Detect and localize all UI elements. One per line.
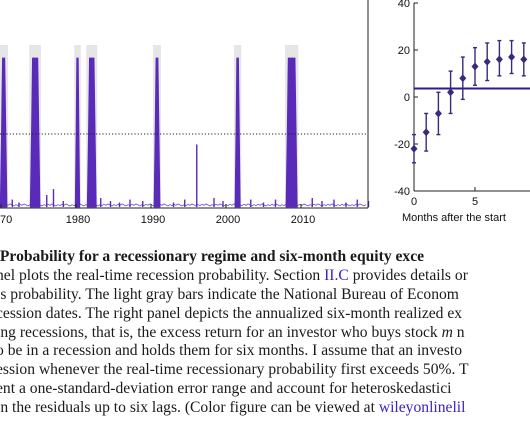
right-y-tick-label: -40 bbox=[394, 186, 410, 198]
figure-caption: Probability for a recessionary regime an… bbox=[0, 248, 530, 418]
caption-line-1: Probability for a recessionary regime an… bbox=[0, 248, 530, 267]
excess-return-point bbox=[520, 55, 528, 64]
right-x-tick-label: 5 bbox=[472, 196, 478, 208]
excess-return-point bbox=[410, 144, 418, 153]
right-x-axis-label: Months after the start bbox=[402, 212, 506, 224]
wiley-link[interactable]: wileyonlinelil bbox=[378, 399, 466, 417]
section-link[interactable]: II.C bbox=[324, 266, 349, 284]
left-x-tick-label: 2000 bbox=[216, 214, 240, 226]
caption-title: Probability for a recessionary regime an… bbox=[0, 248, 425, 265]
probability-episode bbox=[86, 57, 97, 208]
left-x-tick-label: 70 bbox=[0, 214, 12, 226]
caption-line-9: in the residuals up to six lags. (Color … bbox=[0, 399, 466, 417]
right-y-tick-label: 0 bbox=[404, 92, 410, 104]
probability-baseline bbox=[0, 203, 367, 207]
left-x-tick-label: 2010 bbox=[291, 214, 315, 226]
right-x-ticks: 051 bbox=[411, 187, 478, 208]
right-y-tick-label: -20 bbox=[394, 139, 410, 151]
excess-return-point bbox=[483, 57, 491, 66]
probability-episode bbox=[153, 57, 161, 208]
caption-line-4: cession dates. The right panel depicts t… bbox=[0, 304, 463, 322]
caption-line-6: o be in a recession and holds them for s… bbox=[0, 342, 462, 360]
excess-return-point bbox=[447, 88, 455, 97]
excess-return-point bbox=[495, 55, 503, 64]
excess-return-point bbox=[434, 109, 442, 118]
left-x-ticks: 70 1980 1990 2000 2010 bbox=[0, 204, 315, 226]
right-y-ticks: 40 20 0 -20 -40 bbox=[394, 0, 418, 198]
probability-episode bbox=[29, 57, 41, 208]
caption-line-7: ession whenever the real-time recessiona… bbox=[0, 361, 469, 379]
probability-series bbox=[0, 57, 370, 208]
caption-line-3: is probability. The light gray bars indi… bbox=[0, 285, 459, 303]
probability-episode bbox=[0, 57, 8, 208]
excess-return-point bbox=[471, 62, 479, 71]
excess-return-point bbox=[459, 74, 467, 83]
excess-return-point bbox=[508, 53, 516, 62]
probability-episode bbox=[74, 57, 81, 208]
probability-episode bbox=[285, 57, 298, 208]
right-x-tick-label: 0 bbox=[411, 196, 417, 208]
probability-episode bbox=[234, 57, 241, 208]
recession-probability-chart: 70 1980 1990 2000 2010 bbox=[0, 0, 370, 226]
left-x-tick-label: 1980 bbox=[66, 214, 90, 226]
caption-line-2: nel plots the real-time recession probab… bbox=[0, 266, 468, 284]
right-y-tick-label: 40 bbox=[398, 0, 410, 10]
left-x-tick-label: 1990 bbox=[141, 214, 165, 226]
caption-line-8: ent a one-standard-deviation error range… bbox=[0, 380, 452, 398]
nber-recession-shades bbox=[0, 45, 299, 207]
excess-return-points bbox=[410, 39, 528, 164]
caption-line-5: ing recessions, that is, the excess retu… bbox=[0, 323, 465, 341]
excess-return-point bbox=[422, 128, 430, 137]
right-y-tick-label: 20 bbox=[398, 45, 410, 57]
